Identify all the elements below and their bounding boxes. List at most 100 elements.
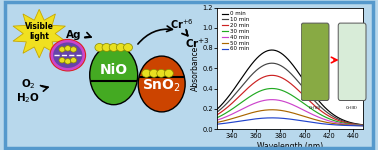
40 min xyxy=(215,119,220,121)
10 min xyxy=(270,62,274,64)
Text: Cr$^{+6}$: Cr$^{+6}$ xyxy=(170,17,194,31)
Text: Visible
light: Visible light xyxy=(25,22,54,41)
30 min xyxy=(302,103,307,105)
60 min xyxy=(302,120,307,122)
20 min xyxy=(305,98,309,99)
0 min xyxy=(347,122,352,123)
60 min xyxy=(338,124,343,126)
20 min xyxy=(302,95,306,97)
Text: Ag: Ag xyxy=(66,30,82,40)
Circle shape xyxy=(124,44,132,51)
60 min xyxy=(270,117,274,119)
40 min xyxy=(302,110,307,111)
Legend: 0 min, 10 min, 20 min, 30 min, 40 min, 50 min, 60 min: 0 min, 10 min, 20 min, 30 min, 40 min, 5… xyxy=(222,12,249,51)
20 min xyxy=(302,95,307,97)
Text: O$_2$: O$_2$ xyxy=(20,77,36,91)
Ellipse shape xyxy=(138,56,185,112)
40 min xyxy=(215,119,220,121)
0 min xyxy=(215,108,220,110)
Text: SnO$_2$: SnO$_2$ xyxy=(142,78,181,94)
60 min xyxy=(215,123,220,125)
0 min xyxy=(305,84,309,86)
Circle shape xyxy=(164,69,173,77)
Y-axis label: Absorbance: Absorbance xyxy=(191,46,200,91)
30 min xyxy=(302,103,306,105)
60 min xyxy=(215,123,220,125)
30 min xyxy=(338,122,343,123)
Circle shape xyxy=(95,44,104,51)
Circle shape xyxy=(59,58,65,63)
Circle shape xyxy=(65,46,71,51)
Line: 60 min: 60 min xyxy=(217,118,363,126)
20 min xyxy=(215,114,220,116)
10 min xyxy=(305,91,309,93)
Circle shape xyxy=(59,47,65,52)
10 min xyxy=(215,111,220,113)
0 min xyxy=(361,124,365,126)
0 min xyxy=(270,49,274,51)
20 min xyxy=(361,124,365,126)
50 min xyxy=(215,122,220,123)
50 min xyxy=(215,121,220,123)
Text: Cr(VI): Cr(VI) xyxy=(309,106,321,110)
60 min xyxy=(347,125,352,126)
Line: 10 min: 10 min xyxy=(217,63,363,125)
Circle shape xyxy=(149,69,158,77)
50 min xyxy=(305,116,309,118)
Circle shape xyxy=(52,41,84,69)
50 min xyxy=(347,124,352,126)
40 min xyxy=(270,99,274,100)
50 min xyxy=(302,115,306,117)
Text: H$_2$O: H$_2$O xyxy=(16,92,40,105)
30 min xyxy=(215,116,220,118)
Circle shape xyxy=(109,44,118,51)
40 min xyxy=(361,125,365,126)
Polygon shape xyxy=(13,9,65,58)
Circle shape xyxy=(70,47,77,52)
FancyBboxPatch shape xyxy=(338,23,366,100)
50 min xyxy=(338,124,343,125)
30 min xyxy=(305,105,309,107)
30 min xyxy=(270,88,274,89)
50 min xyxy=(361,125,365,127)
40 min xyxy=(347,124,352,126)
10 min xyxy=(302,88,306,89)
Line: 0 min: 0 min xyxy=(217,50,363,125)
30 min xyxy=(347,123,352,125)
30 min xyxy=(215,117,220,118)
50 min xyxy=(270,109,274,111)
10 min xyxy=(338,119,343,121)
Ellipse shape xyxy=(90,45,138,105)
20 min xyxy=(338,120,343,122)
Text: NiO: NiO xyxy=(100,63,128,78)
Text: Cr(III): Cr(III) xyxy=(346,106,358,110)
10 min xyxy=(302,88,307,90)
60 min xyxy=(361,125,365,127)
Text: Cr$^{+3}$: Cr$^{+3}$ xyxy=(185,36,210,50)
30 min xyxy=(361,124,365,126)
Line: 50 min: 50 min xyxy=(217,110,363,126)
Line: 40 min: 40 min xyxy=(217,100,363,126)
60 min xyxy=(302,120,306,122)
10 min xyxy=(347,122,352,124)
0 min xyxy=(338,118,343,120)
Line: 30 min: 30 min xyxy=(217,88,363,125)
20 min xyxy=(215,113,220,115)
Circle shape xyxy=(157,69,166,77)
Circle shape xyxy=(116,44,125,51)
40 min xyxy=(305,111,309,113)
60 min xyxy=(305,121,309,123)
40 min xyxy=(338,123,343,124)
20 min xyxy=(347,123,352,124)
40 min xyxy=(302,109,306,111)
20 min xyxy=(270,74,274,76)
0 min xyxy=(215,108,220,109)
Circle shape xyxy=(65,59,71,64)
FancyBboxPatch shape xyxy=(301,23,329,100)
0 min xyxy=(302,81,307,82)
Circle shape xyxy=(70,58,77,63)
0 min xyxy=(302,80,306,82)
50 min xyxy=(302,116,307,117)
Circle shape xyxy=(142,69,151,77)
10 min xyxy=(215,111,220,112)
